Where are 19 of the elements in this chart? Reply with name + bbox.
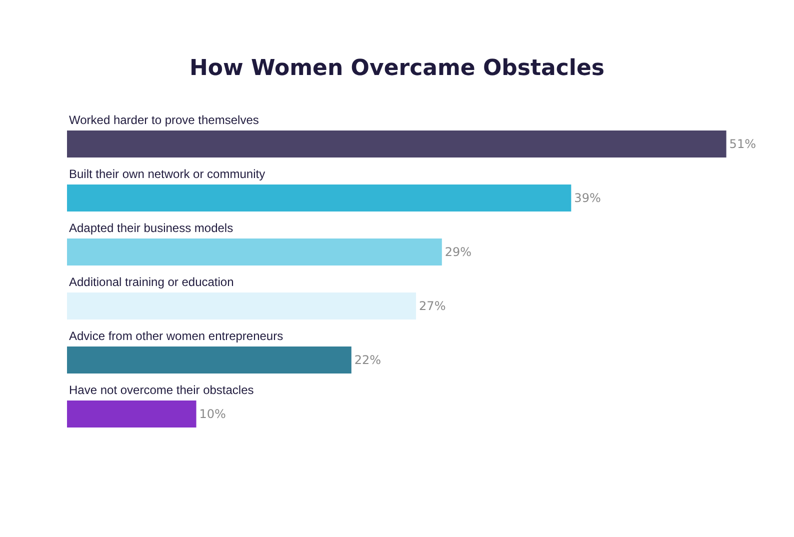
y-tick-label: Have not overcome their obstacles (69, 383, 254, 397)
y-tick-label: Built their own network or community (69, 167, 266, 181)
y-tick-label: Advice from other women entrepreneurs (69, 329, 284, 343)
bar (67, 346, 352, 374)
y-tick-label: Adapted their business models (69, 221, 234, 235)
chart-title: How Women Overcame Obstacles (190, 56, 604, 81)
data-label: 27% (419, 299, 446, 313)
data-label: 10% (199, 407, 226, 421)
bar (67, 292, 416, 320)
bar (67, 400, 196, 428)
y-tick-label: Additional training or education (69, 275, 234, 289)
data-label: 39% (574, 191, 601, 205)
bar (67, 238, 442, 266)
data-label: 29% (444, 245, 472, 259)
bar (67, 184, 572, 212)
y-tick-label: Worked harder to prove themselves (69, 113, 259, 127)
data-label: 51% (729, 137, 756, 151)
bar (67, 130, 726, 158)
data-label: 22% (354, 353, 382, 367)
